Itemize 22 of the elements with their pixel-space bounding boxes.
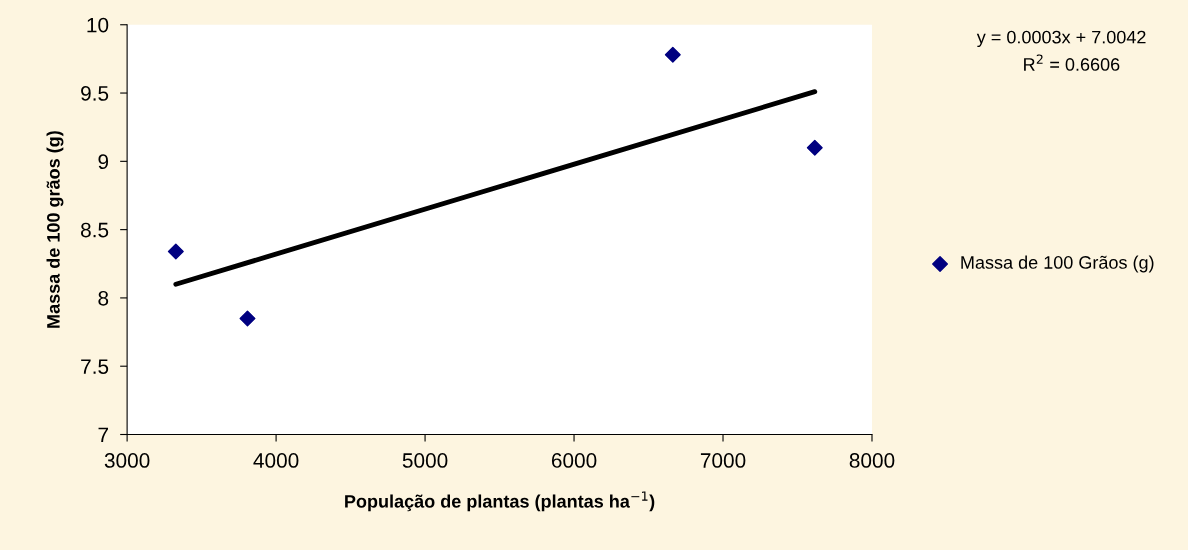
y-tick-label: 9 [98,154,109,170]
point [239,310,256,327]
x-tick-label: 5000 [402,453,448,468]
point [167,243,184,260]
x-tick-label: 8000 [849,453,895,468]
x-tick-label: 3000 [104,453,150,468]
text: y = 0.0003x + 7.0042 [976,30,1146,48]
y-tick-label: 7.5 [81,359,109,374]
y-tick-label: 9.5 [81,86,109,101]
y-tick-label: 8.5 [81,222,109,238]
y-axis-title: Massa de 100 grãos (g) [46,131,64,328]
x-axis-title: População de plantas (plantas ha$^{−1}$) [345,491,655,512]
y-tick-label: 7 [98,427,109,443]
x-tick-label: 4000 [253,453,299,468]
x-tick-label: 6000 [551,453,597,468]
y-tick-label: 8 [98,290,109,306]
point [806,139,823,156]
x-tick-label: 7000 [700,453,746,468]
text: R$^{2}$ = 0.6606 [1024,54,1120,71]
point [664,46,681,63]
legend-label: Massa de 100 Grãos (g) [961,255,1154,273]
y-tick-label: 10 [87,17,109,33]
